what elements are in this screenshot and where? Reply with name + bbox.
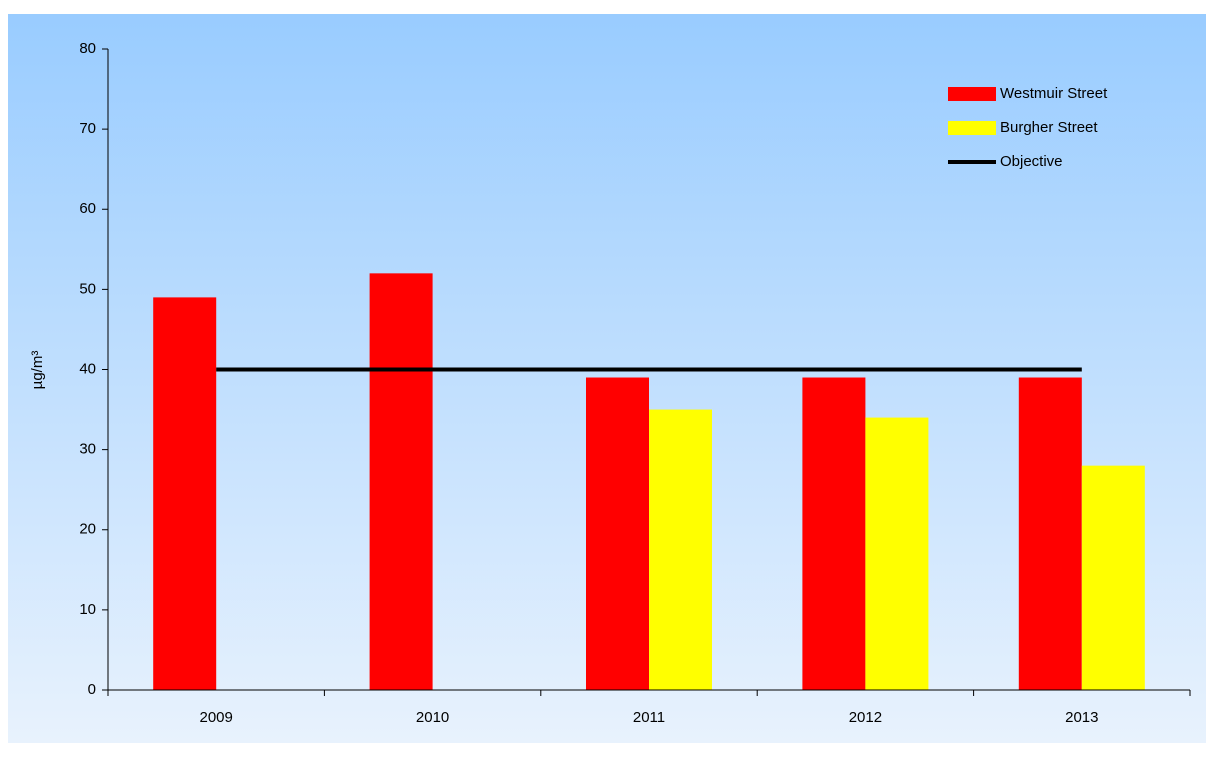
bar [586, 377, 649, 690]
x-tick-label: 2011 [633, 709, 665, 726]
bar [153, 297, 217, 690]
bar [649, 409, 712, 690]
y-tick-label: 70 [79, 120, 96, 137]
x-tick-label: 2013 [1065, 709, 1098, 726]
y-tick-label: 0 [88, 681, 96, 698]
x-tick-label: 2009 [200, 709, 233, 726]
bar [1081, 465, 1145, 690]
y-axis-label: µg/m³ [29, 351, 46, 390]
x-tick-label: 2010 [416, 709, 449, 726]
bar [802, 377, 866, 690]
y-tick-label: 40 [79, 360, 96, 377]
bar [1018, 377, 1082, 690]
x-tick-label: 2012 [849, 709, 882, 726]
y-tick-label: 10 [79, 601, 96, 618]
legend-label: Burgher Street [1000, 119, 1098, 136]
legend-label: Westmuir Street [1000, 85, 1108, 102]
legend-swatch [948, 121, 996, 135]
y-tick-label: 50 [79, 280, 96, 297]
y-tick-label: 80 [79, 40, 96, 57]
y-tick-label: 20 [79, 521, 96, 538]
bar [865, 417, 929, 690]
legend-label: Objective [1000, 153, 1063, 170]
y-tick-label: 30 [79, 441, 96, 458]
bar [369, 273, 433, 690]
legend-swatch [948, 87, 996, 101]
y-tick-label: 60 [79, 200, 96, 217]
